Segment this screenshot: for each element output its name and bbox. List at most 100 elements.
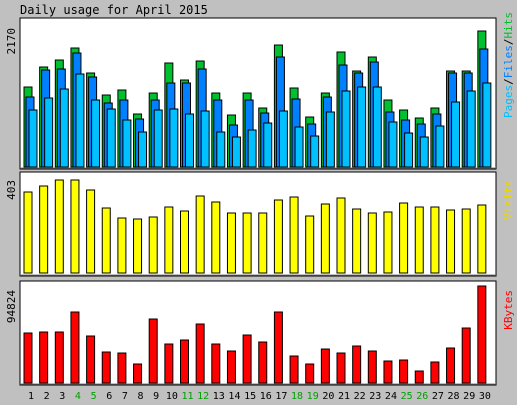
visits-bar xyxy=(477,204,487,274)
day-label: 8 xyxy=(138,391,144,402)
day-label: 11 xyxy=(181,391,193,402)
pages-bar xyxy=(200,110,210,168)
kbytes-bar xyxy=(320,348,330,384)
day-label: 18 xyxy=(291,391,303,402)
visits-bar xyxy=(242,212,252,274)
kbytes-bar xyxy=(258,341,268,384)
kbytes-bar xyxy=(164,343,174,384)
pages-bar xyxy=(388,121,398,168)
hits-axis-max-label: 2170 xyxy=(5,28,18,55)
visits-bar xyxy=(430,206,440,274)
kbytes-bar xyxy=(54,331,64,384)
pages-bar xyxy=(451,101,461,168)
pages-bar xyxy=(231,136,241,168)
day-label: 29 xyxy=(463,391,475,402)
pages-bar xyxy=(247,129,257,168)
pages-bar xyxy=(122,119,132,168)
kbytes-bar xyxy=(367,350,377,384)
chart-title: Daily usage for April 2015 xyxy=(20,3,208,17)
day-label: 14 xyxy=(228,391,240,402)
visits-bar xyxy=(446,209,456,274)
day-label: 9 xyxy=(153,391,159,402)
kbytes-bar xyxy=(383,360,393,384)
visits-bar xyxy=(289,196,299,274)
visits-bar xyxy=(211,201,221,274)
visits-bar xyxy=(86,189,96,274)
pages-bar xyxy=(466,90,476,168)
pages-bar xyxy=(482,82,492,168)
visits-axis-max-label: 403 xyxy=(5,180,18,200)
kbytes-bar xyxy=(352,345,362,384)
pages-bar xyxy=(357,86,367,168)
day-label: 20 xyxy=(322,391,334,402)
kbytes-bar xyxy=(148,318,158,384)
kbytes-bar xyxy=(86,335,96,384)
visits-bar xyxy=(117,217,127,274)
day-label: 30 xyxy=(479,391,491,402)
day-label: 6 xyxy=(106,391,112,402)
day-label: 21 xyxy=(338,391,350,402)
visits-bar xyxy=(70,179,80,274)
kbytes-bar xyxy=(399,359,409,384)
visits-bar xyxy=(101,207,111,274)
pages-bar xyxy=(278,110,288,168)
pages-bar xyxy=(91,99,101,168)
day-label: 27 xyxy=(432,391,444,402)
kbytes-bar xyxy=(133,363,143,384)
pages-bar xyxy=(419,136,429,168)
day-label: 1 xyxy=(28,391,34,402)
kbytes-bar xyxy=(211,343,221,384)
day-label: 7 xyxy=(122,391,128,402)
visits-bar xyxy=(164,206,174,274)
pages-bar xyxy=(372,86,382,168)
visits-bar xyxy=(320,203,330,274)
pages-bar xyxy=(435,125,445,168)
pages-bar xyxy=(263,122,273,168)
legend-files: Files xyxy=(502,45,515,78)
day-label: 28 xyxy=(448,391,460,402)
visits-bar xyxy=(23,191,33,274)
kbytes-bar xyxy=(289,355,299,384)
kbytes-bar xyxy=(226,350,236,384)
kbytes-axis-max-label: 94824 xyxy=(5,290,18,323)
kbytes-bar xyxy=(273,311,283,384)
visits-bar xyxy=(258,212,268,274)
kbytes-bar xyxy=(336,352,346,384)
day-label: 26 xyxy=(416,391,428,402)
visits-bar xyxy=(133,218,143,274)
visits-bar xyxy=(195,195,205,274)
kbytes-bar xyxy=(477,285,487,384)
visits-bar xyxy=(305,215,315,274)
hits-legend: Pages/Files/Hits xyxy=(502,12,515,118)
kbytes-bar xyxy=(305,363,315,384)
panel-kbytes xyxy=(19,280,497,386)
day-label: 10 xyxy=(166,391,178,402)
kbytes-bar xyxy=(461,327,471,384)
visits-bar xyxy=(180,210,189,274)
legend-separator: / xyxy=(502,78,515,85)
kbytes-bar xyxy=(23,332,33,384)
pages-bar xyxy=(185,113,194,168)
pages-bar xyxy=(28,109,38,168)
day-label: 15 xyxy=(244,391,256,402)
visits-bar xyxy=(383,211,393,274)
day-label: 17 xyxy=(275,391,287,402)
pages-bar xyxy=(169,108,179,168)
pages-bar xyxy=(106,108,116,168)
kbytes-bar xyxy=(101,351,111,384)
day-label: 2 xyxy=(44,391,50,402)
kbytes-bar xyxy=(414,370,424,384)
pages-bar xyxy=(59,88,69,168)
pages-bar xyxy=(153,109,163,168)
visits-bar xyxy=(414,206,424,274)
visits-bar xyxy=(461,208,471,274)
kbytes-bar xyxy=(195,323,205,384)
visits-bar xyxy=(148,216,158,274)
day-label: 16 xyxy=(260,391,272,402)
pages-bar xyxy=(310,135,320,168)
kbytes-bar xyxy=(430,361,440,384)
day-label: 23 xyxy=(369,391,381,402)
legend-separator: / xyxy=(502,39,515,46)
kbytes-bar xyxy=(39,331,49,384)
